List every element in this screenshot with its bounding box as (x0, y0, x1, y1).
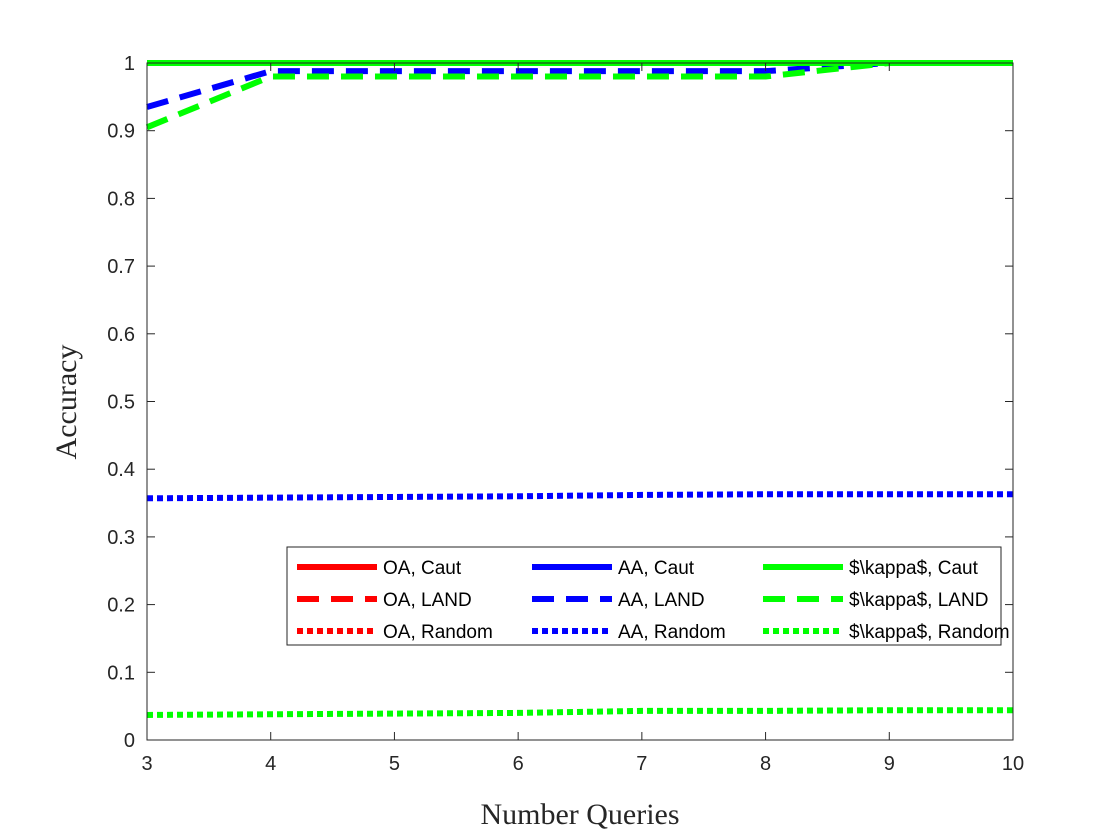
legend-label-7: OA, Random (383, 622, 493, 643)
y-tick-label-6: 0.6 (107, 324, 135, 346)
x-tick-label-4: 7 (636, 753, 647, 775)
y-tick-label-4: 0.4 (107, 459, 135, 481)
legend-label-1: OA, Caut (383, 558, 462, 579)
y-axis-title: Accuracy (50, 345, 83, 460)
y-tick-label-7: 0.7 (107, 256, 135, 278)
y-tick-label-5: 0.5 (107, 392, 135, 414)
x-tick-label-1: 4 (265, 753, 276, 775)
legend: OA, Caut AA, Caut $\kappa$, Caut OA, LAND AA… (286, 546, 1010, 646)
y-tick-label-2: 0.2 (107, 595, 135, 617)
legend-label-8: AA, Random (618, 622, 726, 643)
x-tick-label-7: 10 (1002, 753, 1024, 775)
legend-label-6: $\kappa$, LAND (849, 590, 988, 611)
legend-label-3: $\kappa$, Caut (849, 558, 979, 579)
y-tick-label-10: 1 (124, 53, 135, 75)
y-tick-label-3: 0.3 (107, 527, 135, 549)
legend-label-4: OA, LAND (383, 590, 472, 611)
series-line-8 (146, 491, 1013, 502)
legend-label-9: $\kappa$, Random (849, 622, 1010, 643)
legend-label-2: AA, Caut (618, 558, 695, 579)
y-tick-label-1: 0.1 (107, 662, 135, 684)
legend-box (286, 546, 1002, 646)
y-tick-label-0: 0 (124, 730, 135, 752)
x-tick-label-6: 9 (884, 753, 895, 775)
x-tick-label-3: 6 (513, 753, 524, 775)
x-tick-label-0: 3 (141, 753, 152, 775)
x-tick-label-2: 5 (389, 753, 400, 775)
legend-label-5: AA, LAND (618, 590, 705, 611)
y-tick-label-8: 0.8 (107, 188, 135, 210)
y-tick-label-9: 0.9 (107, 121, 135, 143)
ticks-layer: 3 4 5 6 7 8 9 10 0 0.1 0.2 0.3 0.4 0.5 0.6 0.7 0.8 0.9 1 (107, 53, 1024, 775)
x-axis-title: Number Queries (480, 798, 679, 831)
x-tick-label-5: 8 (760, 753, 771, 775)
series-line-9 (146, 707, 1013, 718)
